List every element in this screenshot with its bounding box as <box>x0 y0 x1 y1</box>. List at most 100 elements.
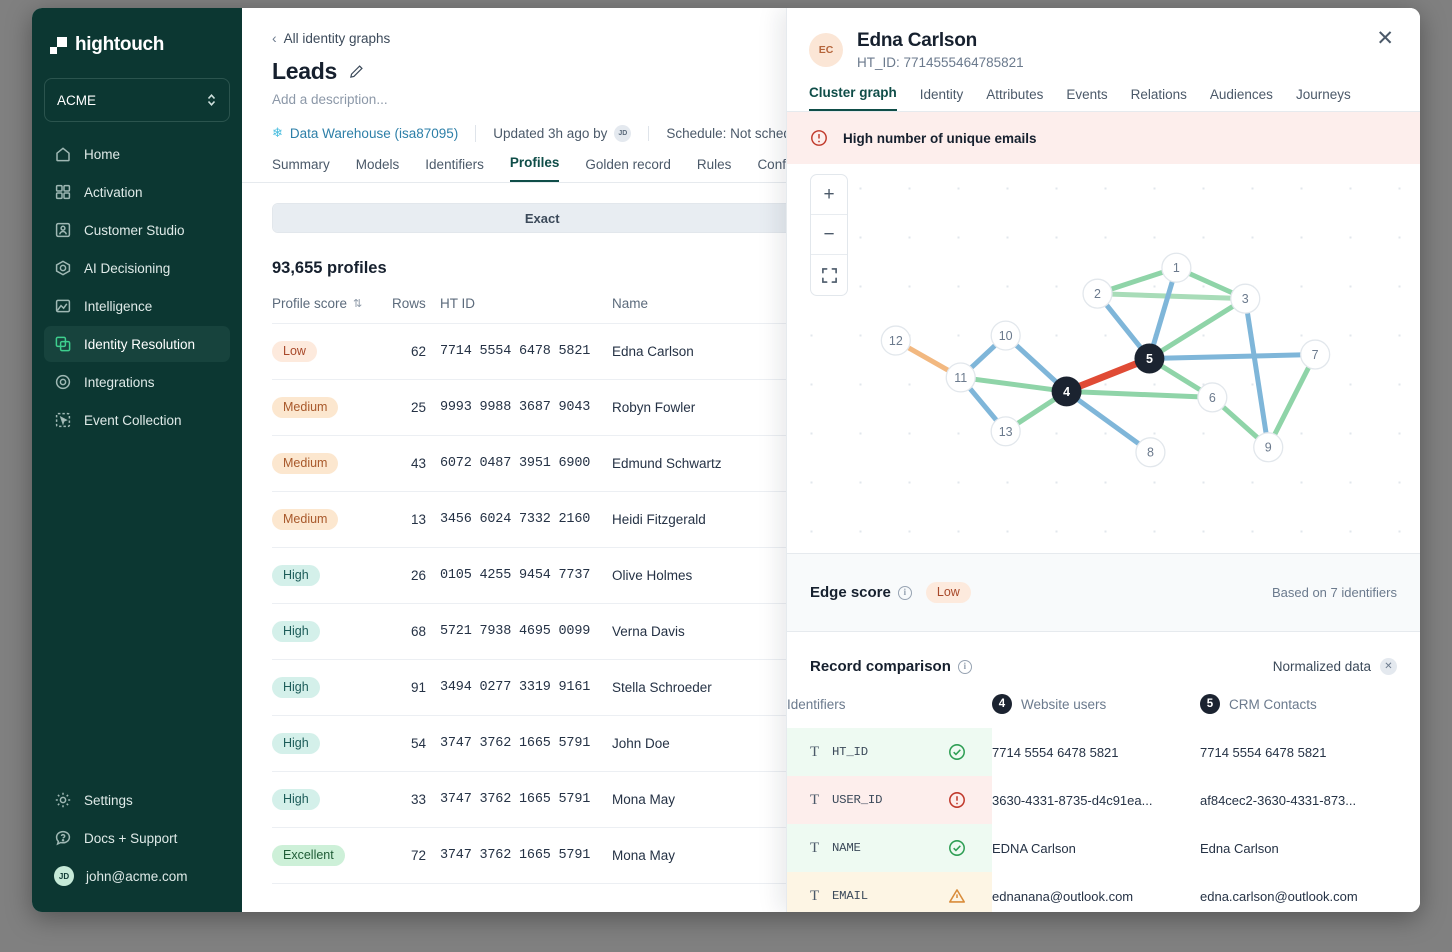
tab-identity[interactable]: Identity <box>919 87 964 102</box>
cell-name: Heidi Fitzgerald <box>612 491 790 548</box>
cell-ht-id: 3747 3762 1665 5791 <box>440 771 612 828</box>
sidebar-user[interactable]: JD john@acme.com <box>44 858 230 894</box>
tab-profiles[interactable]: Profiles <box>509 155 560 182</box>
column-name[interactable]: Name <box>612 296 790 324</box>
breadcrumb-label: All identity graphs <box>283 30 391 46</box>
integrations-icon <box>54 373 72 391</box>
graph-edge[interactable] <box>1242 296 1271 450</box>
tab-confi[interactable]: Confi <box>757 157 789 172</box>
graph-edge[interactable] <box>1064 388 1215 400</box>
cluster-graph[interactable]: + − 1 2 3 4 5 6 7 8 9 10 11 12 13 <box>787 164 1420 554</box>
sidebar-item-label: AI Decisioning <box>84 260 171 276</box>
graph-node[interactable] <box>1161 252 1192 283</box>
tab-attributes[interactable]: Attributes <box>986 87 1044 102</box>
graph-edge[interactable] <box>1095 291 1248 302</box>
cell-ht-id: 3494 0277 3319 9161 <box>440 659 612 716</box>
sidebar-item-ai-decisioning[interactable]: AI Decisioning <box>44 250 230 286</box>
description-placeholder[interactable]: Add a description... <box>272 92 388 107</box>
tab-golden-record[interactable]: Golden record <box>585 157 671 172</box>
graph-edge[interactable] <box>1064 388 1153 455</box>
cell-ht-id: 3747 3762 1665 5791 <box>440 827 612 884</box>
graph-node[interactable] <box>945 362 976 393</box>
breadcrumb[interactable]: ‹ All identity graphs <box>242 8 1420 46</box>
graph-node-label: 3 <box>1242 292 1249 306</box>
status-error-icon <box>948 791 966 809</box>
tab-models[interactable]: Models <box>355 157 400 172</box>
sidebar-item-settings[interactable]: Settings <box>44 782 230 818</box>
normalized-data-label: Normalized data <box>1272 659 1371 674</box>
graph-node-selected[interactable] <box>1134 343 1165 374</box>
graph-edge[interactable] <box>1146 265 1179 361</box>
normalized-data-chip[interactable]: Normalized data ✕ <box>1273 658 1397 675</box>
graph-node[interactable] <box>1300 339 1331 370</box>
close-icon[interactable]: ✕ <box>1376 27 1394 50</box>
graph-node[interactable] <box>1082 278 1113 309</box>
graph-node-label: 6 <box>1209 391 1216 405</box>
tab-audiences[interactable]: Audiences <box>1209 87 1273 102</box>
cell-ht-id: 0105 4255 9454 7737 <box>440 547 612 604</box>
info-icon[interactable]: i <box>897 585 912 600</box>
cell-name: Edna Carlson <box>612 323 790 380</box>
tab-relations[interactable]: Relations <box>1130 87 1187 102</box>
sidebar-item-intelligence[interactable]: Intelligence <box>44 288 230 324</box>
value-source-b: 7714 5554 6478 5821 <box>1200 744 1327 760</box>
page-title: Leads <box>272 58 337 84</box>
status-badge: High <box>272 677 320 698</box>
tab-events[interactable]: Events <box>1066 87 1108 102</box>
sidebar-item-event-collection[interactable]: Event Collection <box>44 402 230 438</box>
zoom-out-button[interactable]: − <box>811 215 847 255</box>
source-a-label: Website users <box>1021 696 1107 712</box>
sidebar-item-home[interactable]: Home <box>44 136 230 172</box>
edit-pencil-icon[interactable] <box>349 64 364 79</box>
hightouch-logo-icon <box>50 36 67 54</box>
cell-name: Mona May <box>612 827 790 884</box>
graph-node-selected[interactable] <box>1051 376 1082 407</box>
status-badge: Excellent <box>272 845 345 866</box>
workspace-selector[interactable]: ACME <box>44 78 230 122</box>
graph-edge[interactable] <box>1146 296 1248 361</box>
segment-exact[interactable]: Exact <box>273 204 813 232</box>
tab-identifiers[interactable]: Identifiers <box>425 157 484 172</box>
activation-icon <box>54 183 72 201</box>
fit-screen-button[interactable] <box>811 255 847 295</box>
graph-node[interactable] <box>990 320 1021 351</box>
value-source-a: 3630-4331-8735-d4c91ea... <box>992 792 1153 808</box>
graph-node[interactable] <box>1197 382 1228 413</box>
value-source-a: ednanana@outlook.com <box>992 888 1134 904</box>
tab-journeys[interactable]: Journeys <box>1295 87 1351 102</box>
cell-rows: 62 <box>392 323 440 380</box>
tab-cluster-graph[interactable]: Cluster graph <box>809 85 897 111</box>
value-source-b: Edna Carlson <box>1200 840 1279 856</box>
graph-node[interactable] <box>1230 283 1261 314</box>
graph-edge[interactable] <box>958 374 1070 394</box>
brand-logo[interactable]: hightouch <box>44 26 230 60</box>
graph-node[interactable] <box>1253 432 1284 463</box>
status-badge: Medium <box>272 509 339 530</box>
graph-edge[interactable] <box>1146 352 1318 361</box>
graph-node[interactable] <box>880 325 911 356</box>
tab-summary[interactable]: Summary <box>272 157 330 172</box>
cell-name: Robyn Fowler <box>612 379 790 436</box>
zoom-in-button[interactable]: + <box>811 175 847 215</box>
sidebar-item-docs-support[interactable]: Docs + Support <box>44 820 230 856</box>
graph-node-label: 5 <box>1146 352 1153 366</box>
sidebar-item-activation[interactable]: Activation <box>44 174 230 210</box>
alert-text: High number of unique emails <box>843 130 1037 146</box>
graph-edge[interactable] <box>1265 352 1318 450</box>
graph-node[interactable] <box>990 416 1021 447</box>
info-icon[interactable]: i <box>957 659 972 674</box>
column-profile-score[interactable]: Profile score ⇅ <box>272 296 392 324</box>
sidebar-footer: Settings Docs + Support JD john@acme.com <box>44 782 230 896</box>
column-rows[interactable]: Rows <box>392 296 440 324</box>
sidebar-item-integrations[interactable]: Integrations <box>44 364 230 400</box>
cell-rows: 91 <box>392 659 440 716</box>
column-ht-id[interactable]: HT ID <box>440 296 612 324</box>
tab-rules[interactable]: Rules <box>696 157 732 172</box>
sidebar-item-identity-resolution[interactable]: Identity Resolution <box>44 326 230 362</box>
close-icon[interactable]: ✕ <box>1380 658 1397 675</box>
cell-ht-id: 3747 3762 1665 5791 <box>440 715 612 772</box>
graph-node[interactable] <box>1135 437 1166 468</box>
meta-source[interactable]: ❄ Data Warehouse (isa87095) <box>272 125 475 141</box>
sidebar-item-customer-studio[interactable]: Customer Studio <box>44 212 230 248</box>
